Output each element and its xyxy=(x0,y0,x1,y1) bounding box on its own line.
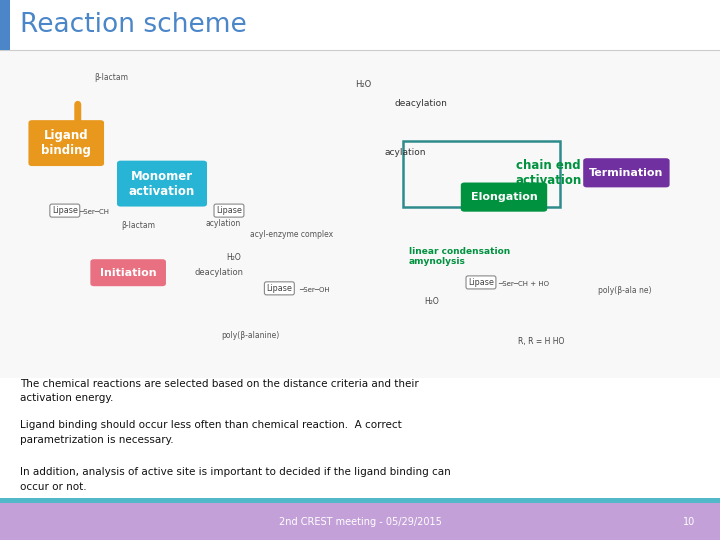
Text: Ligand
binding: Ligand binding xyxy=(41,129,91,157)
Bar xyxy=(0,50,720,378)
Text: poly(β-ala ne): poly(β-ala ne) xyxy=(598,286,652,295)
Text: β-lactam: β-lactam xyxy=(121,221,156,230)
Text: Monomer
activation: Monomer activation xyxy=(129,170,195,198)
Text: H₂O: H₂O xyxy=(425,297,439,306)
Text: Termination: Termination xyxy=(589,168,664,178)
Text: deacylation: deacylation xyxy=(395,99,448,108)
Bar xyxy=(0,0,10,50)
Text: acyl-enzyme complex: acyl-enzyme complex xyxy=(250,231,333,239)
Text: H₂O: H₂O xyxy=(227,253,241,261)
Text: ─Ser─CH: ─Ser─CH xyxy=(79,209,109,215)
Text: Lipase: Lipase xyxy=(468,278,494,287)
FancyBboxPatch shape xyxy=(29,120,104,166)
Text: ─Ser─OH: ─Ser─OH xyxy=(299,287,330,293)
Text: acylation: acylation xyxy=(384,148,426,157)
Text: Lipase: Lipase xyxy=(52,206,78,215)
FancyBboxPatch shape xyxy=(583,158,670,187)
Text: Initiation: Initiation xyxy=(100,268,156,278)
Text: Reaction scheme: Reaction scheme xyxy=(20,12,247,38)
Text: linear condensation
amynolysis: linear condensation amynolysis xyxy=(409,247,510,266)
FancyBboxPatch shape xyxy=(461,183,547,212)
Text: 10: 10 xyxy=(683,517,695,526)
Bar xyxy=(403,141,560,207)
Text: Lipase: Lipase xyxy=(216,206,242,215)
Text: Lipase: Lipase xyxy=(266,284,292,293)
Text: Elongation: Elongation xyxy=(471,192,537,202)
Bar xyxy=(0,498,720,503)
Text: chain end
activation: chain end activation xyxy=(516,159,582,187)
Text: deacylation: deacylation xyxy=(194,268,243,277)
Text: β-lactam: β-lactam xyxy=(94,73,129,82)
FancyBboxPatch shape xyxy=(117,160,207,206)
Text: The chemical reactions are selected based on the distance criteria and their
act: The chemical reactions are selected base… xyxy=(20,379,419,403)
Text: 2nd CREST meeting - 05/29/2015: 2nd CREST meeting - 05/29/2015 xyxy=(279,517,441,526)
Text: acylation: acylation xyxy=(206,219,240,228)
Text: H₂O: H₂O xyxy=(356,80,372,89)
FancyBboxPatch shape xyxy=(91,259,166,286)
Text: ─Ser─CH + HO: ─Ser─CH + HO xyxy=(498,281,549,287)
Bar xyxy=(0,503,720,540)
Text: R, R = H HO: R, R = H HO xyxy=(518,337,564,346)
Text: poly(β-alanine): poly(β-alanine) xyxy=(222,332,279,340)
Text: In addition, analysis of active site is important to decided if the ligand bindi: In addition, analysis of active site is … xyxy=(20,467,451,491)
Text: Ligand binding should occur less often than chemical reaction.  A correct
parame: Ligand binding should occur less often t… xyxy=(20,420,402,444)
